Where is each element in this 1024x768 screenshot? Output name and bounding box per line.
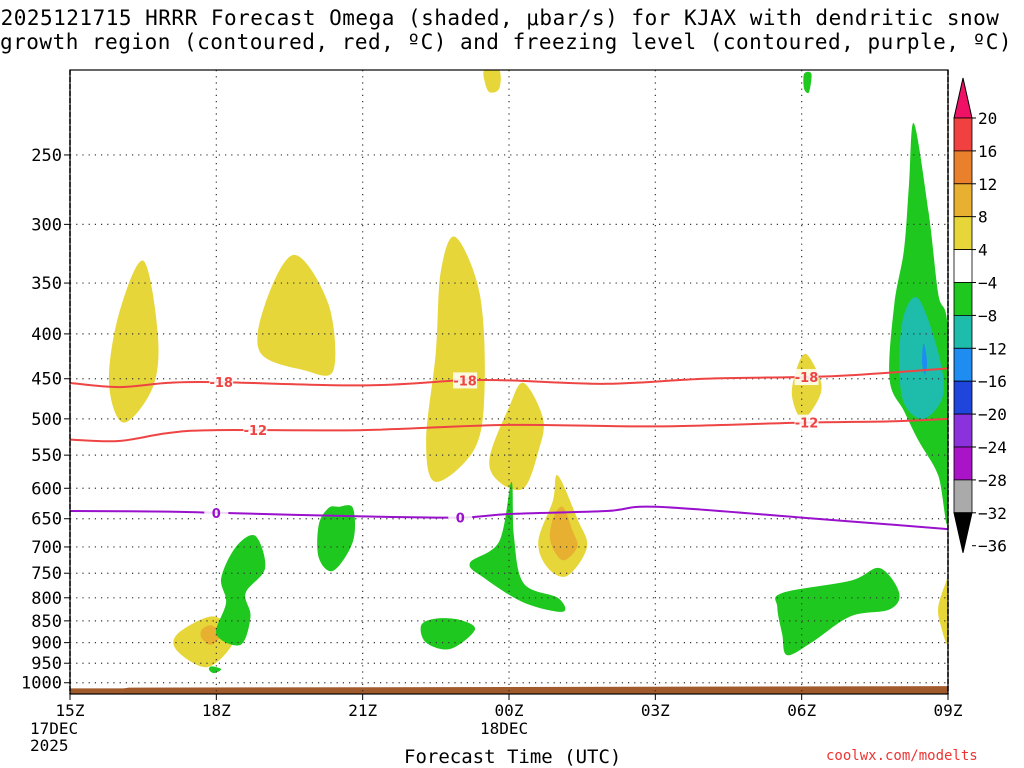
y-tick-label-250: 250 [31,146,62,166]
credit-link[interactable]: coolwx.com/modelts [826,748,978,764]
chart-title-line-1: 2025121715 HRRR Forecast Omega (shaded, … [0,6,1000,30]
contour-label-5: 0 [212,507,221,522]
y-tick-label-450: 450 [31,370,62,390]
y-tick-label-550: 550 [31,446,62,466]
y-tick-label-350: 350 [31,274,62,294]
colorbar-label-6: −8 [978,306,997,325]
contour-label-6: 0 [456,512,465,527]
colorbar-label-2: 12 [978,175,997,194]
colorbar-band-1 [953,117,973,152]
omega-region-rise-4 [489,382,544,491]
omega-region-sink-7 [899,297,944,420]
contour-label-3: -12 [244,424,268,439]
x-tick-label-15Z: 15Z [56,701,85,720]
colorbar-band-6 [953,282,973,316]
y-tick-label-850: 850 [31,612,62,632]
colorbar-band-10 [953,413,973,448]
colorbar-arrow-top [953,77,973,119]
colorbar-label-12: −32 [978,504,1007,523]
contour-label-bg-4 [794,414,819,431]
omega-region-sink-1 [317,505,356,572]
colorbar-label-7: −12 [978,339,1007,358]
start-date-day: 17DEC [30,719,79,738]
y-tick-label-400: 400 [31,325,62,345]
y-tick-label-500: 500 [31,410,62,430]
colorbar-band-7 [953,314,973,349]
colorbar-band-5 [953,249,973,283]
contours: -18 -18 -18 -12 -12 0 0 [70,367,948,531]
colorbar-arrow-bottom [953,512,973,553]
y-tick-label-650: 650 [31,510,62,530]
omega-region-rise-3 [426,236,485,482]
mid-date-label: 18DEC [480,719,529,738]
colorbar-label-4: 4 [978,241,988,260]
omega-region-sink-9 [803,71,812,94]
x-tick-label-18Z: 18Z [202,701,231,720]
omega-region-rise-core-1 [200,625,222,645]
x-tick-label-00Z: 00Z [495,701,524,720]
omega-region-rise-9 [483,70,501,93]
y-tick-label-600: 600 [31,479,62,499]
colorbar-band-11 [953,446,973,481]
omega-region-rise-1 [108,260,159,423]
start-date-year: 2025 [30,736,69,755]
axes: 2503003504004505005506006507007508008509… [21,69,963,720]
colorbar-label-11: −28 [978,471,1007,490]
x-tick-label-09Z: 09Z [934,701,963,720]
contour-label-bg-0 [209,374,234,391]
omega-region-sink-8 [208,666,222,674]
colorbar-label-5: −4 [978,274,997,293]
x-tick-label-03Z: 03Z [641,701,670,720]
omega-region-sink-2 [215,535,266,646]
omega-region-rise-core-2 [549,506,578,561]
y-tick-label-900: 900 [31,634,62,654]
colorbar-label-8: −16 [978,372,1007,391]
colorbar-label-9: −20 [978,405,1007,424]
colorbar-band-9 [953,380,973,415]
contour-label-1: -18 [453,374,477,389]
y-tick-label-950: 950 [31,654,62,674]
colorbar-band-12 [953,479,973,514]
start-date-label: 17DEC 2025 [30,720,78,754]
colorbar-label-13: −36 [978,537,1007,556]
colorbar-band-3 [953,183,973,218]
colorbar-label-3: 8 [978,208,988,227]
omega-region-sink-core [922,343,928,375]
colorbar-label-1: 16 [978,142,997,161]
x-tick-label-21Z: 21Z [348,701,377,720]
y-tick-label-1000: 1000 [21,674,62,694]
x-axis-title: Forecast Time (UTC) [404,746,622,768]
colorbar-band-2 [953,150,973,185]
colorbar-label-10: −24 [978,438,1007,457]
contour-label-bg-6 [448,509,473,526]
contour-label-bg-5 [204,504,229,521]
contour-label-bg-3 [243,422,268,439]
contour-line-freezing_0 [70,505,948,531]
contour-line-dgz_-12 [70,417,948,443]
colorbar-band-4 [953,216,973,250]
y-tick-label-700: 700 [31,538,62,558]
x-tick-label-06Z: 06Z [787,701,816,720]
chart-title: 2025121715 HRRR Forecast Omega (shaded, … [0,6,1013,54]
contour-label-0: -18 [209,376,233,391]
contour-label-2: -18 [795,371,819,386]
y-tick-label-800: 800 [31,589,62,609]
omega-region-rise-7 [791,353,822,420]
omega-region-rise-8 [938,577,948,645]
colorbar-label-0: 20 [978,109,997,128]
colorbar-band-8 [953,347,973,382]
omega-shading [108,70,948,674]
contour-label-4: -12 [795,417,819,432]
omega-region-rise-2 [257,254,336,376]
omega-region-sink-5 [775,567,900,656]
y-tick-label-300: 300 [31,215,62,235]
chart-title-line-2: growth region (contoured, red, ºC) and f… [0,30,1013,54]
contour-label-bg-1 [453,372,478,389]
colorbar: 20 16 12 8 4 −4 −8 −12 −16 −20 −24 −28 −32 −36 [953,77,1007,556]
omega-region-sink-3 [420,618,476,650]
omega-region-sink-4 [469,481,566,612]
contour-label-bg-2 [794,369,819,386]
y-tick-label-750: 750 [31,564,62,584]
